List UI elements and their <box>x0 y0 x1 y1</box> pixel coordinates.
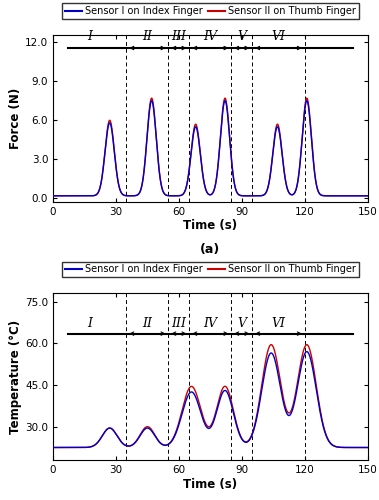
Text: VI: VI <box>271 318 285 330</box>
Text: III: III <box>171 318 186 330</box>
Text: VI: VI <box>271 30 285 44</box>
X-axis label: Time (s): Time (s) <box>183 220 237 232</box>
Text: V: V <box>237 30 246 44</box>
Text: II: II <box>143 30 152 44</box>
Text: I: I <box>87 30 92 44</box>
Y-axis label: Temperature (°C): Temperature (°C) <box>9 320 22 434</box>
Text: II: II <box>143 318 152 330</box>
Legend: Sensor I on Index Finger, Sensor II on Thumb Finger: Sensor I on Index Finger, Sensor II on T… <box>62 262 359 278</box>
Legend: Sensor I on Index Finger, Sensor II on Thumb Finger: Sensor I on Index Finger, Sensor II on T… <box>62 3 359 19</box>
Text: IV: IV <box>204 318 217 330</box>
Y-axis label: Force (N): Force (N) <box>9 88 22 149</box>
Text: IV: IV <box>204 30 217 44</box>
Text: (a): (a) <box>200 244 221 256</box>
Text: V: V <box>237 318 246 330</box>
Text: III: III <box>171 30 186 44</box>
X-axis label: Time (s): Time (s) <box>183 478 237 490</box>
Text: I: I <box>87 318 92 330</box>
